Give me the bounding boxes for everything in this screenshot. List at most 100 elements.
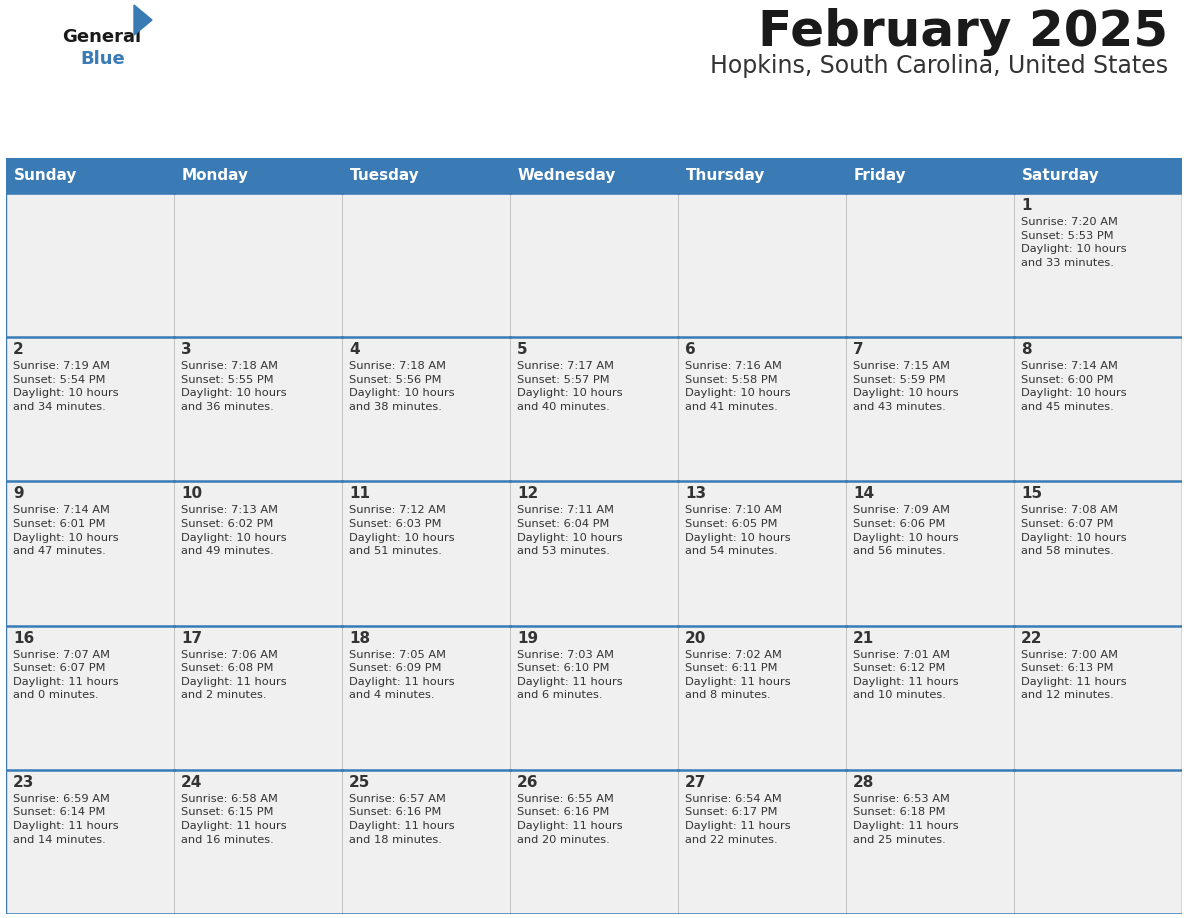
Text: 1: 1	[1020, 198, 1031, 213]
Text: 14: 14	[853, 487, 874, 501]
Text: 26: 26	[517, 775, 538, 789]
Bar	[6, 770, 173, 914]
Bar	[173, 158, 342, 193]
Text: Sunrise: 7:07 AM
Sunset: 6:07 PM
Daylight: 11 hours
and 0 minutes.: Sunrise: 7:07 AM Sunset: 6:07 PM Dayligh…	[13, 650, 119, 700]
Bar	[510, 770, 678, 914]
Bar	[846, 770, 1015, 914]
Text: February 2025: February 2025	[758, 8, 1168, 56]
Text: Sunrise: 7:14 AM
Sunset: 6:00 PM
Daylight: 10 hours
and 45 minutes.: Sunrise: 7:14 AM Sunset: 6:00 PM Dayligh…	[1020, 361, 1126, 412]
Text: 28: 28	[853, 775, 874, 789]
Bar	[173, 625, 342, 770]
Text: 3: 3	[181, 342, 191, 357]
Text: Tuesday: Tuesday	[350, 168, 419, 183]
Bar	[678, 625, 846, 770]
Bar	[1015, 481, 1182, 625]
Bar	[510, 625, 678, 770]
Text: Sunrise: 7:02 AM
Sunset: 6:11 PM
Daylight: 11 hours
and 8 minutes.: Sunrise: 7:02 AM Sunset: 6:11 PM Dayligh…	[685, 650, 791, 700]
Text: 11: 11	[349, 487, 369, 501]
Text: 23: 23	[13, 775, 34, 789]
Text: 7: 7	[853, 342, 864, 357]
Bar	[342, 193, 510, 337]
Text: Sunrise: 6:54 AM
Sunset: 6:17 PM
Daylight: 11 hours
and 22 minutes.: Sunrise: 6:54 AM Sunset: 6:17 PM Dayligh…	[685, 794, 791, 845]
Text: Sunrise: 7:09 AM
Sunset: 6:06 PM
Daylight: 10 hours
and 56 minutes.: Sunrise: 7:09 AM Sunset: 6:06 PM Dayligh…	[853, 506, 959, 556]
Text: Sunrise: 7:18 AM
Sunset: 5:55 PM
Daylight: 10 hours
and 36 minutes.: Sunrise: 7:18 AM Sunset: 5:55 PM Dayligh…	[181, 361, 286, 412]
Text: 2: 2	[13, 342, 24, 357]
Bar	[173, 193, 342, 337]
Text: Sunrise: 6:57 AM
Sunset: 6:16 PM
Daylight: 11 hours
and 18 minutes.: Sunrise: 6:57 AM Sunset: 6:16 PM Dayligh…	[349, 794, 455, 845]
Bar	[173, 337, 342, 481]
Text: 15: 15	[1020, 487, 1042, 501]
Bar	[342, 625, 510, 770]
Bar	[6, 337, 173, 481]
Text: 18: 18	[349, 631, 371, 645]
Text: 20: 20	[685, 631, 707, 645]
Text: Sunrise: 7:17 AM
Sunset: 5:57 PM
Daylight: 10 hours
and 40 minutes.: Sunrise: 7:17 AM Sunset: 5:57 PM Dayligh…	[517, 361, 623, 412]
Bar	[342, 481, 510, 625]
Bar	[342, 158, 510, 193]
Text: Blue: Blue	[80, 50, 125, 68]
Text: 25: 25	[349, 775, 371, 789]
Text: Sunrise: 6:53 AM
Sunset: 6:18 PM
Daylight: 11 hours
and 25 minutes.: Sunrise: 6:53 AM Sunset: 6:18 PM Dayligh…	[853, 794, 959, 845]
Text: Sunrise: 7:10 AM
Sunset: 6:05 PM
Daylight: 10 hours
and 54 minutes.: Sunrise: 7:10 AM Sunset: 6:05 PM Dayligh…	[685, 506, 791, 556]
Bar	[173, 770, 342, 914]
Bar	[846, 158, 1015, 193]
Text: Sunrise: 6:55 AM
Sunset: 6:16 PM
Daylight: 11 hours
and 20 minutes.: Sunrise: 6:55 AM Sunset: 6:16 PM Dayligh…	[517, 794, 623, 845]
Text: Sunrise: 7:15 AM
Sunset: 5:59 PM
Daylight: 10 hours
and 43 minutes.: Sunrise: 7:15 AM Sunset: 5:59 PM Dayligh…	[853, 361, 959, 412]
Bar	[678, 770, 846, 914]
Text: Sunrise: 7:20 AM
Sunset: 5:53 PM
Daylight: 10 hours
and 33 minutes.: Sunrise: 7:20 AM Sunset: 5:53 PM Dayligh…	[1020, 217, 1126, 268]
Text: 22: 22	[1020, 631, 1043, 645]
Text: Sunday: Sunday	[14, 168, 77, 183]
Text: 4: 4	[349, 342, 360, 357]
Text: Thursday: Thursday	[685, 168, 765, 183]
Bar	[510, 158, 678, 193]
Text: Sunrise: 7:18 AM
Sunset: 5:56 PM
Daylight: 10 hours
and 38 minutes.: Sunrise: 7:18 AM Sunset: 5:56 PM Dayligh…	[349, 361, 455, 412]
Text: 16: 16	[13, 631, 34, 645]
Bar	[510, 337, 678, 481]
Bar	[6, 193, 173, 337]
Bar	[846, 481, 1015, 625]
Text: 13: 13	[685, 487, 706, 501]
Text: Sunrise: 7:08 AM
Sunset: 6:07 PM
Daylight: 10 hours
and 58 minutes.: Sunrise: 7:08 AM Sunset: 6:07 PM Dayligh…	[1020, 506, 1126, 556]
Bar	[678, 158, 846, 193]
Text: 19: 19	[517, 631, 538, 645]
Text: Sunrise: 7:05 AM
Sunset: 6:09 PM
Daylight: 11 hours
and 4 minutes.: Sunrise: 7:05 AM Sunset: 6:09 PM Dayligh…	[349, 650, 455, 700]
Bar	[342, 337, 510, 481]
Text: Sunrise: 7:14 AM
Sunset: 6:01 PM
Daylight: 10 hours
and 47 minutes.: Sunrise: 7:14 AM Sunset: 6:01 PM Dayligh…	[13, 506, 119, 556]
Bar	[846, 337, 1015, 481]
Text: Sunrise: 6:58 AM
Sunset: 6:15 PM
Daylight: 11 hours
and 16 minutes.: Sunrise: 6:58 AM Sunset: 6:15 PM Dayligh…	[181, 794, 286, 845]
Text: Sunrise: 7:01 AM
Sunset: 6:12 PM
Daylight: 11 hours
and 10 minutes.: Sunrise: 7:01 AM Sunset: 6:12 PM Dayligh…	[853, 650, 959, 700]
Bar	[1015, 770, 1182, 914]
Bar	[846, 193, 1015, 337]
Text: 10: 10	[181, 487, 202, 501]
Text: General: General	[62, 28, 141, 46]
Bar	[6, 158, 173, 193]
Bar	[6, 481, 173, 625]
Text: Sunrise: 7:19 AM
Sunset: 5:54 PM
Daylight: 10 hours
and 34 minutes.: Sunrise: 7:19 AM Sunset: 5:54 PM Dayligh…	[13, 361, 119, 412]
Polygon shape	[134, 5, 152, 35]
Text: 24: 24	[181, 775, 202, 789]
Text: Sunrise: 7:12 AM
Sunset: 6:03 PM
Daylight: 10 hours
and 51 minutes.: Sunrise: 7:12 AM Sunset: 6:03 PM Dayligh…	[349, 506, 455, 556]
Bar	[1015, 337, 1182, 481]
Text: 27: 27	[685, 775, 707, 789]
Bar	[510, 193, 678, 337]
Text: 21: 21	[853, 631, 874, 645]
Bar	[678, 337, 846, 481]
Text: Sunrise: 7:16 AM
Sunset: 5:58 PM
Daylight: 10 hours
and 41 minutes.: Sunrise: 7:16 AM Sunset: 5:58 PM Dayligh…	[685, 361, 791, 412]
Text: 17: 17	[181, 631, 202, 645]
Bar	[846, 625, 1015, 770]
Text: Hopkins, South Carolina, United States: Hopkins, South Carolina, United States	[710, 54, 1168, 78]
Text: Wednesday: Wednesday	[518, 168, 617, 183]
Text: 12: 12	[517, 487, 538, 501]
Text: Friday: Friday	[854, 168, 906, 183]
Text: Sunrise: 7:13 AM
Sunset: 6:02 PM
Daylight: 10 hours
and 49 minutes.: Sunrise: 7:13 AM Sunset: 6:02 PM Dayligh…	[181, 506, 286, 556]
Bar	[1015, 625, 1182, 770]
Bar	[342, 770, 510, 914]
Bar	[1015, 158, 1182, 193]
Text: Sunrise: 7:06 AM
Sunset: 6:08 PM
Daylight: 11 hours
and 2 minutes.: Sunrise: 7:06 AM Sunset: 6:08 PM Dayligh…	[181, 650, 286, 700]
Text: Sunrise: 6:59 AM
Sunset: 6:14 PM
Daylight: 11 hours
and 14 minutes.: Sunrise: 6:59 AM Sunset: 6:14 PM Dayligh…	[13, 794, 119, 845]
Text: Sunrise: 7:00 AM
Sunset: 6:13 PM
Daylight: 11 hours
and 12 minutes.: Sunrise: 7:00 AM Sunset: 6:13 PM Dayligh…	[1020, 650, 1126, 700]
Bar	[1015, 193, 1182, 337]
Text: Sunrise: 7:03 AM
Sunset: 6:10 PM
Daylight: 11 hours
and 6 minutes.: Sunrise: 7:03 AM Sunset: 6:10 PM Dayligh…	[517, 650, 623, 700]
Bar	[6, 625, 173, 770]
Text: 9: 9	[13, 487, 24, 501]
